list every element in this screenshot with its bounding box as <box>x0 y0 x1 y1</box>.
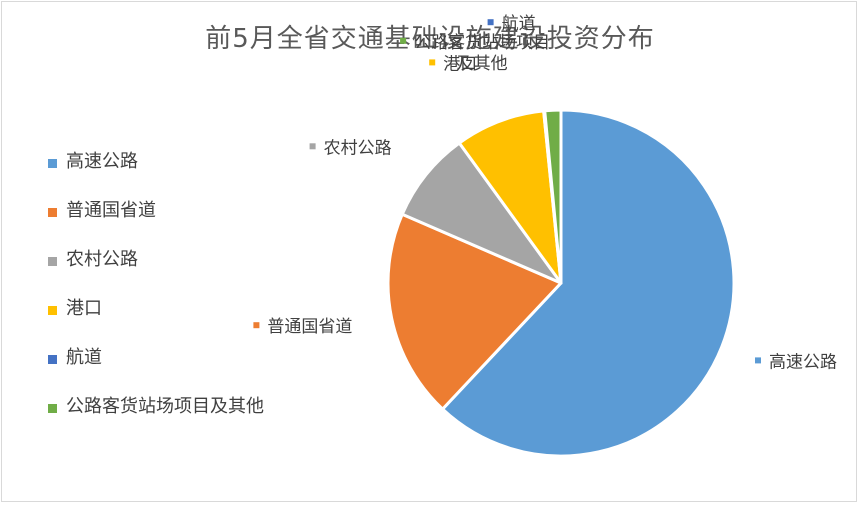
pie-slice <box>457 109 563 285</box>
data-label-text: 航道 <box>502 14 536 34</box>
data-label: 公路客货站场项目及其他 <box>400 33 550 74</box>
data-label-text: 港口 <box>443 54 477 74</box>
pie-slice <box>386 212 563 411</box>
legend-swatch <box>48 159 57 168</box>
pie-slice <box>543 108 563 285</box>
data-label: 高速公路 <box>755 352 837 372</box>
data-label: 普通国省道 <box>253 317 352 337</box>
data-label-text: 农村公路 <box>324 138 392 158</box>
legend-swatch <box>48 355 57 364</box>
data-label: 港口 <box>429 54 477 74</box>
legend-label: 普通国省道 <box>66 200 156 221</box>
data-label-marker <box>309 143 316 150</box>
legend-label: 农村公路 <box>66 249 138 270</box>
legend-swatch <box>48 257 57 266</box>
data-label: 农村公路 <box>309 138 392 158</box>
pie-slice <box>441 108 736 458</box>
legend-label: 高速公路 <box>66 151 138 172</box>
data-label-marker <box>755 357 761 364</box>
data-label-marker <box>487 19 494 26</box>
data-label-marker <box>429 59 436 66</box>
chart-title: 前5月全省交通基础设施建设投资分布 <box>205 24 655 54</box>
legend-label: 航道 <box>66 347 102 368</box>
data-label-text: 普通国省道 <box>267 317 352 337</box>
legend-label: 港口 <box>66 298 102 319</box>
data-label: 航道 <box>487 14 536 34</box>
data-label-marker <box>253 322 260 329</box>
legend-swatch <box>48 306 57 315</box>
pie-slice <box>400 141 563 285</box>
data-label-text: 公路客货站场项目 <box>414 33 550 53</box>
legend-swatch <box>48 404 57 413</box>
data-label-text: 及其他 <box>457 54 508 74</box>
data-label-marker <box>400 37 407 44</box>
legend-label: 公路客货站场项目及其他 <box>66 396 264 417</box>
data-label-text: 高速公路 <box>769 352 837 372</box>
legend-swatch <box>48 208 57 217</box>
